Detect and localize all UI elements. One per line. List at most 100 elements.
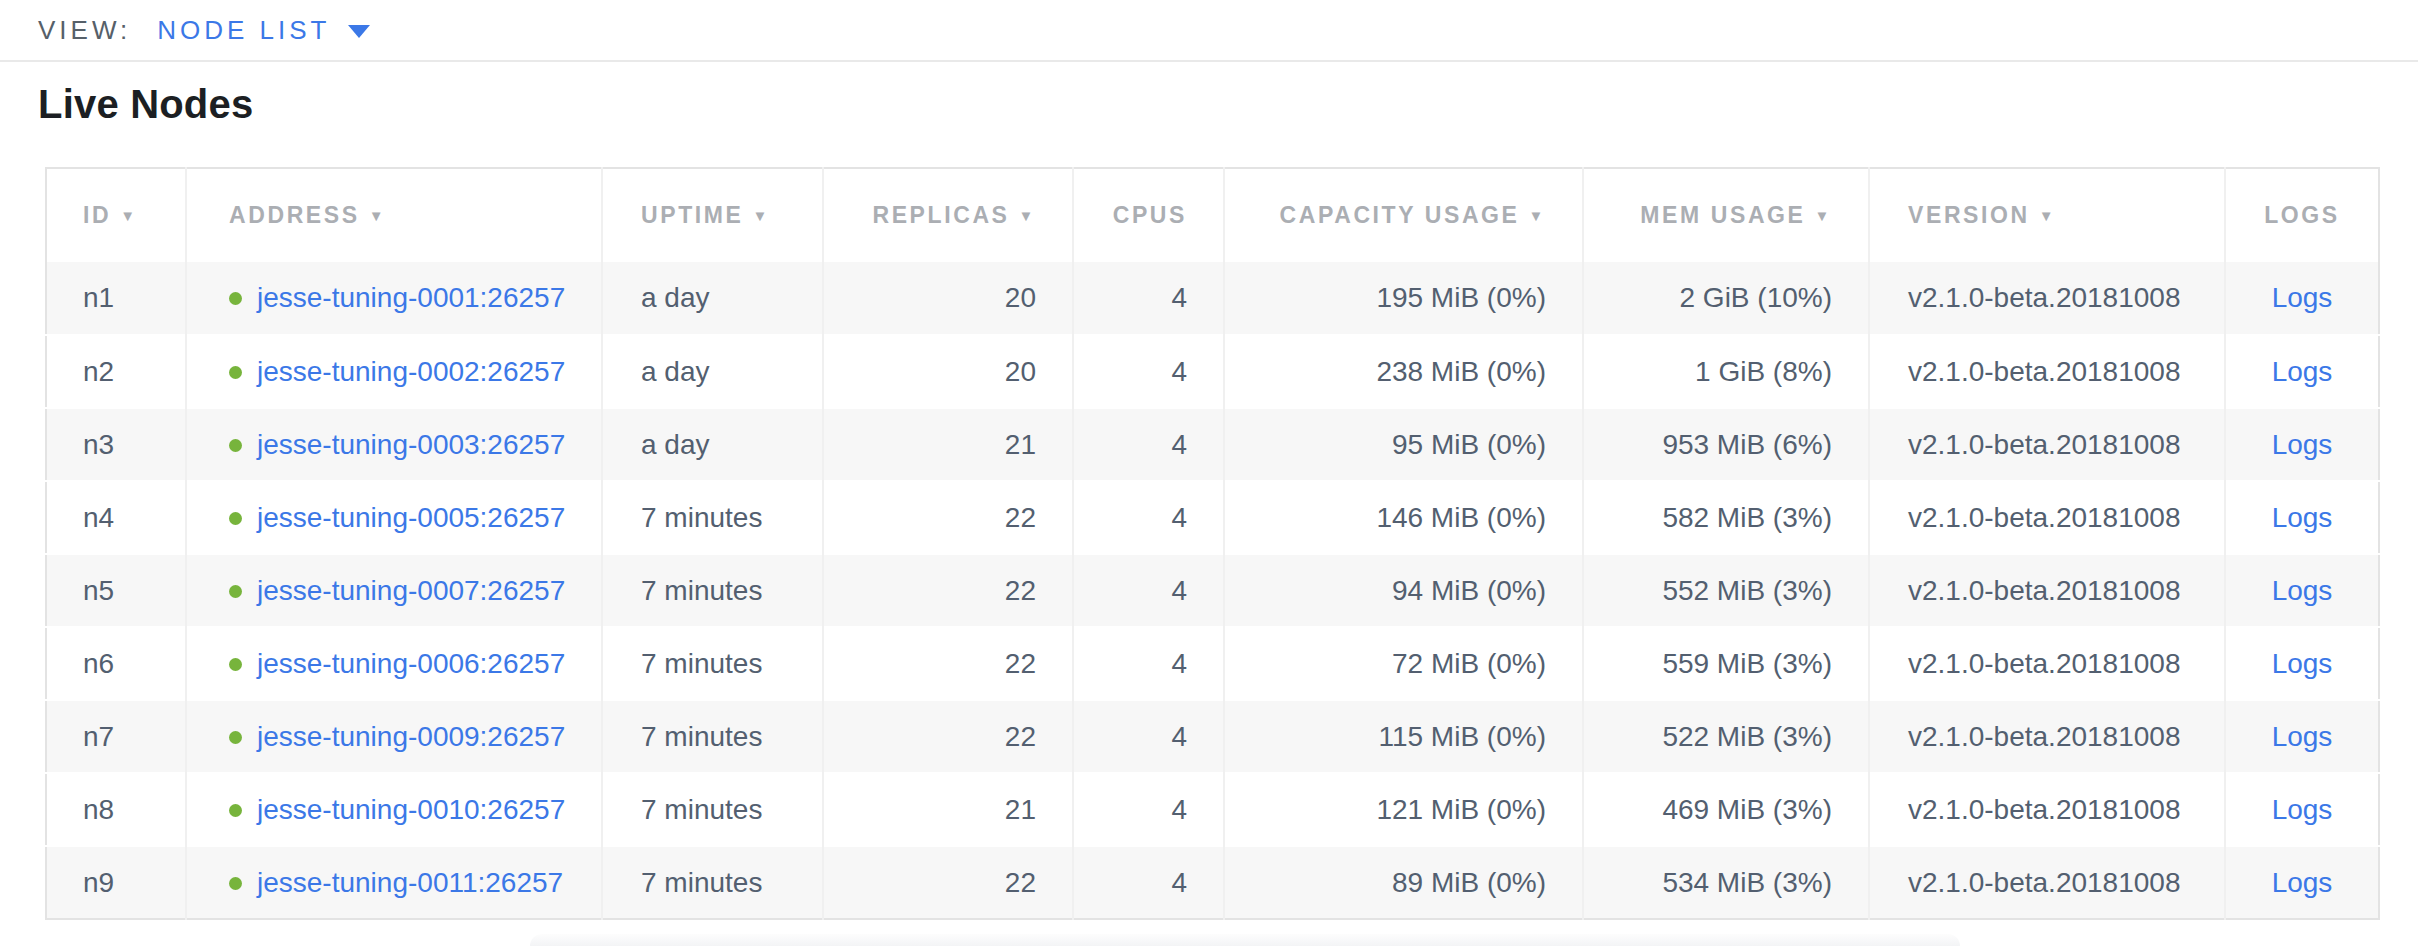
cell-mem: 1 GiB (8%) — [1583, 335, 1869, 408]
logs-link[interactable]: Logs — [2272, 794, 2333, 825]
cell-logs: Logs — [2225, 554, 2379, 627]
cell-uptime: a day — [602, 408, 823, 481]
cell-id: n7 — [46, 700, 186, 773]
live-status-dot — [229, 658, 242, 671]
node-row-n9: n9jesse-tuning-0011:262577 minutes22489 … — [46, 846, 2379, 919]
cell-uptime: 7 minutes — [602, 700, 823, 773]
column-header-id[interactable]: ID ▼ — [46, 168, 186, 262]
cell-version: v2.1.0-beta.20181008 — [1869, 773, 2225, 846]
cell-logs: Logs — [2225, 846, 2379, 919]
cell-cpus: 4 — [1073, 262, 1224, 335]
logs-link[interactable]: Logs — [2272, 867, 2333, 898]
cell-replicas: 22 — [823, 700, 1073, 773]
cell-uptime: 7 minutes — [602, 773, 823, 846]
column-header-replicas[interactable]: REPLICAS▼ — [823, 168, 1073, 262]
cell-uptime: 7 minutes — [602, 554, 823, 627]
node-row-n1: n1 jesse-tuning-0001:26257 a day204195 MiB… — [46, 262, 2379, 335]
view-selector-value: NODE LIST — [157, 15, 330, 46]
node-row-n4: n4jesse-tuning-0005:262577 minutes224146… — [46, 481, 2379, 554]
logs-link[interactable]: Logs — [2272, 282, 2333, 313]
cell-uptime: a day — [602, 262, 823, 335]
cell-mem: 2 GiB (10%) — [1583, 262, 1869, 335]
view-bar: VIEW: NODE LIST — [0, 0, 2418, 62]
live-status-dot — [229, 366, 242, 379]
column-header-logs: LOGS — [2225, 168, 2379, 262]
logs-link[interactable]: Logs — [2272, 356, 2333, 387]
node-address-link[interactable]: jesse-tuning-0010:26257 — [257, 794, 565, 825]
cell-logs: Logs — [2225, 262, 2379, 335]
cell-address: jesse-tuning-0005:26257 — [186, 481, 602, 554]
node-address-link[interactable]: jesse-tuning-0011:26257 — [257, 867, 563, 898]
column-label-id: ID — [83, 202, 111, 228]
sort-desc-icon: ▼ — [1529, 207, 1546, 224]
logs-link[interactable]: Logs — [2272, 502, 2333, 533]
cell-logs: Logs — [2225, 773, 2379, 846]
cell-cpus: 4 — [1073, 627, 1224, 700]
cell-id: n4 — [46, 481, 186, 554]
sort-desc-icon: ▼ — [1815, 207, 1832, 224]
node-address-link[interactable]: jesse-tuning-0002:26257 — [257, 356, 565, 387]
cell-logs: Logs — [2225, 627, 2379, 700]
node-address-link[interactable]: jesse-tuning-0001:26257 — [257, 282, 565, 313]
logs-link[interactable]: Logs — [2272, 721, 2333, 752]
sort-desc-icon: ▼ — [2039, 207, 2056, 224]
cell-cpus: 4 — [1073, 408, 1224, 481]
live-nodes-table-container: ID▼ADDRESS▼UPTIME▼REPLICAS▼CPUSCAPACITY … — [45, 167, 2378, 920]
cell-version: v2.1.0-beta.20181008 — [1869, 335, 2225, 408]
cell-mem: 522 MiB (3%) — [1583, 700, 1869, 773]
sort-desc-icon: ▼ — [753, 207, 770, 224]
node-address-link[interactable]: jesse-tuning-0005:26257 — [257, 502, 565, 533]
node-address-link[interactable]: jesse-tuning-0009:26257 — [257, 721, 565, 752]
column-header-uptime[interactable]: UPTIME▼ — [602, 168, 823, 262]
cell-address: jesse-tuning-0007:26257 — [186, 554, 602, 627]
node-row-n3: n3jesse-tuning-0003:26257a day21495 MiB … — [46, 408, 2379, 481]
node-row-n2: n2jesse-tuning-0002:26257a day204238 MiB… — [46, 335, 2379, 408]
column-header-capacity[interactable]: CAPACITY USAGE▼ — [1224, 168, 1583, 262]
cell-replicas: 21 — [823, 773, 1073, 846]
cell-uptime: 7 minutes — [602, 481, 823, 554]
bottom-sheet-edge — [530, 934, 1960, 946]
node-address-link[interactable]: jesse-tuning-0003:26257 — [257, 429, 565, 460]
cell-id: n2 — [46, 335, 186, 408]
page-title: Live Nodes — [38, 80, 2418, 128]
cell-capacity: 95 MiB (0%) — [1224, 408, 1583, 481]
cell-id: n1 — [46, 262, 186, 335]
node-row-n8: n8jesse-tuning-0010:262577 minutes214121… — [46, 773, 2379, 846]
live-status-dot — [229, 731, 242, 744]
logs-link[interactable]: Logs — [2272, 575, 2333, 606]
column-label-cpus: CPUS — [1113, 202, 1187, 228]
sort-desc-icon: ▼ — [369, 207, 386, 224]
column-label-version: VERSION — [1908, 202, 2030, 228]
cell-capacity: 195 MiB (0%) — [1224, 262, 1583, 335]
cell-capacity: 72 MiB (0%) — [1224, 627, 1583, 700]
node-address-link[interactable]: jesse-tuning-0006:26257 — [257, 648, 565, 679]
cell-version: v2.1.0-beta.20181008 — [1869, 627, 2225, 700]
column-header-address[interactable]: ADDRESS▼ — [186, 168, 602, 262]
cell-mem: 552 MiB (3%) — [1583, 554, 1869, 627]
logs-link[interactable]: Logs — [2272, 429, 2333, 460]
sort-desc-icon: ▼ — [1019, 207, 1036, 224]
column-header-version[interactable]: VERSION ▼ — [1869, 168, 2225, 262]
node-row-n6: n6jesse-tuning-0006:262577 minutes22472 … — [46, 627, 2379, 700]
cell-address: jesse-tuning-0003:26257 — [186, 408, 602, 481]
live-status-dot — [229, 877, 242, 890]
cell-replicas: 22 — [823, 481, 1073, 554]
node-row-n5: n5jesse-tuning-0007:262577 minutes22494 … — [46, 554, 2379, 627]
cell-capacity: 89 MiB (0%) — [1224, 846, 1583, 919]
cell-replicas: 20 — [823, 262, 1073, 335]
cell-id: n8 — [46, 773, 186, 846]
cell-cpus: 4 — [1073, 554, 1224, 627]
sort-desc-icon: ▼ — [120, 207, 137, 224]
cell-capacity: 146 MiB (0%) — [1224, 481, 1583, 554]
cell-capacity: 121 MiB (0%) — [1224, 773, 1583, 846]
cell-capacity: 238 MiB (0%) — [1224, 335, 1583, 408]
cell-address: jesse-tuning-0006:26257 — [186, 627, 602, 700]
column-header-mem[interactable]: MEM USAGE▼ — [1583, 168, 1869, 262]
cell-logs: Logs — [2225, 481, 2379, 554]
cell-uptime: 7 minutes — [602, 846, 823, 919]
node-address-link[interactable]: jesse-tuning-0007:26257 — [257, 575, 565, 606]
logs-link[interactable]: Logs — [2272, 648, 2333, 679]
cell-uptime: a day — [602, 335, 823, 408]
view-selector-dropdown[interactable]: NODE LIST — [157, 15, 370, 46]
live-status-dot — [229, 585, 242, 598]
